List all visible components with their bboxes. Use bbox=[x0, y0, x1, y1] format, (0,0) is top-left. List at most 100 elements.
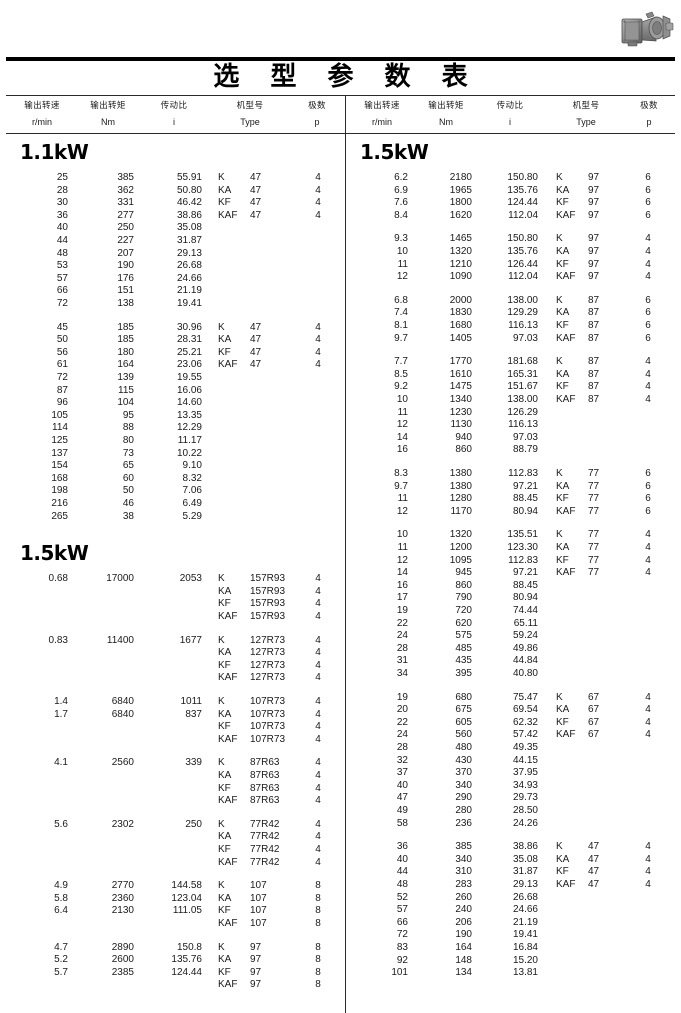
table-row: 19 720 74.44 bbox=[346, 605, 675, 618]
table-row: 28 362 50.80 KA 47 4 bbox=[6, 185, 345, 198]
cell-output-torque: 164 bbox=[455, 942, 472, 953]
table-row: KA 77R42 4 bbox=[6, 831, 345, 844]
cell-output-torque: 88 bbox=[122, 422, 134, 434]
cell-poles: 8 bbox=[315, 979, 321, 991]
cell-poles: 4 bbox=[645, 258, 651, 270]
cell-output-torque: 236 bbox=[455, 817, 472, 829]
cell-poles: 4 bbox=[315, 672, 321, 684]
cell-poles: 6 bbox=[645, 332, 651, 344]
cell-ratio: 116.13 bbox=[508, 419, 538, 431]
cell-type-number: 77 bbox=[588, 480, 600, 492]
table-row: 9.7 1380 97.21 KA 77 6 bbox=[346, 481, 675, 494]
cell-output-torque: 185 bbox=[117, 334, 134, 346]
cell-poles: 6 bbox=[645, 307, 651, 319]
table-row: 0.83 11400 1677 K 127R73 4 bbox=[6, 635, 345, 648]
cell-ratio: 75.47 bbox=[512, 691, 538, 703]
cell-output-speed: 8.4 bbox=[394, 209, 408, 221]
cell-output-speed: 9.7 bbox=[394, 332, 408, 344]
table-row: 22 605 62.32 KF 67 4 bbox=[346, 717, 675, 730]
cell-output-torque: 1800 bbox=[449, 197, 472, 209]
header-type: 机型号 Type bbox=[572, 101, 600, 127]
cell-output-speed: 11 bbox=[397, 406, 408, 418]
cell-poles: 6 bbox=[645, 172, 651, 183]
cell-ratio: 30.96 bbox=[176, 321, 202, 333]
cell-ratio: 19.55 bbox=[176, 372, 202, 383]
cell-output-torque: 73 bbox=[122, 447, 134, 459]
cell-output-speed: 24 bbox=[396, 630, 408, 642]
cell-output-speed: 28 bbox=[396, 642, 408, 654]
cell-poles: 4 bbox=[315, 209, 321, 221]
cell-output-speed: 44 bbox=[56, 235, 68, 246]
table-row: 5.7 2385 124.44 KF 97 8 bbox=[6, 967, 345, 980]
cell-ratio: 24.26 bbox=[512, 817, 538, 829]
cell-output-speed: 4.9 bbox=[54, 880, 68, 892]
cell-ratio: 165.31 bbox=[507, 368, 538, 380]
cell-type-prefix: K bbox=[556, 841, 563, 853]
cell-output-torque: 60 bbox=[122, 472, 134, 484]
header-ratio: 传动比 i bbox=[160, 101, 188, 127]
cell-output-torque: 50 bbox=[122, 485, 134, 497]
cell-type-number: 97 bbox=[588, 258, 600, 270]
table-row: 34 395 40.80 bbox=[346, 668, 675, 681]
cell-output-torque: 370 bbox=[455, 767, 472, 779]
cell-ratio: 151.67 bbox=[507, 381, 538, 393]
table-row: 48 283 29.13 KAF 47 4 bbox=[346, 879, 675, 892]
cell-poles: 4 bbox=[315, 818, 321, 830]
cell-output-speed: 96 bbox=[56, 397, 68, 409]
cell-poles: 6 bbox=[645, 480, 651, 492]
cell-type-number: 67 bbox=[588, 716, 600, 728]
cell-ratio: 15.20 bbox=[512, 954, 538, 966]
cell-output-speed: 8.5 bbox=[394, 368, 408, 380]
cell-output-torque: 310 bbox=[455, 866, 472, 878]
page-title: 选 型 参 数 表 bbox=[213, 62, 479, 92]
cell-type-prefix: K bbox=[218, 321, 225, 333]
cell-type-number: 87R63 bbox=[250, 757, 280, 769]
cell-ratio: 112.04 bbox=[508, 209, 538, 221]
header-output-speed: 输出转速 r/min bbox=[24, 101, 60, 127]
cell-ratio: 49.86 bbox=[512, 642, 538, 654]
table-row: 49 280 28.50 bbox=[346, 805, 675, 818]
cell-output-torque: 1200 bbox=[449, 542, 472, 553]
cell-output-torque: 17000 bbox=[106, 573, 134, 585]
cell-output-torque: 46 bbox=[122, 498, 134, 509]
cell-type-prefix: KF bbox=[218, 659, 231, 671]
table-row: KA 127R73 4 bbox=[6, 647, 345, 660]
cell-ratio: 112.83 bbox=[508, 554, 538, 566]
cell-type-number: 47 bbox=[250, 346, 262, 358]
table-row: 4.9 2770 144.58 K 107 8 bbox=[6, 880, 345, 893]
power-rating-label: 1.1kW bbox=[20, 140, 89, 164]
cell-ratio: 31.87 bbox=[512, 866, 538, 878]
cell-output-speed: 57 bbox=[56, 272, 68, 284]
cell-type-number: 97 bbox=[588, 209, 600, 221]
table-row: 36 277 38.86 KAF 47 4 bbox=[6, 210, 345, 223]
cell-output-torque: 2770 bbox=[111, 880, 134, 892]
table-row: 4.7 2890 150.8 K 97 8 bbox=[6, 942, 345, 955]
cell-poles: 8 bbox=[315, 954, 321, 966]
cell-ratio: 38.86 bbox=[176, 209, 202, 221]
cell-poles: 8 bbox=[315, 918, 321, 929]
cell-poles: 6 bbox=[645, 294, 651, 306]
cell-ratio: 181.68 bbox=[507, 356, 538, 368]
cell-type-number: 87R63 bbox=[250, 782, 280, 794]
table-row: 7.7 1770 181.68 K 87 4 bbox=[346, 356, 675, 369]
cell-ratio: 44.84 bbox=[512, 655, 538, 667]
cell-type-number: 87 bbox=[588, 320, 600, 331]
cell-type-number: 77 bbox=[588, 505, 600, 517]
cell-output-speed: 1.4 bbox=[54, 696, 68, 707]
cell-output-speed: 20 bbox=[396, 704, 408, 716]
cell-output-speed: 19 bbox=[396, 605, 408, 616]
cell-output-speed: 28 bbox=[56, 184, 68, 196]
cell-type-prefix: KA bbox=[218, 954, 232, 966]
cell-output-torque: 1830 bbox=[449, 307, 472, 319]
table-row: 56 180 25.21 KF 47 4 bbox=[6, 347, 345, 360]
cell-output-torque: 1475 bbox=[449, 381, 472, 393]
cell-output-speed: 0.83 bbox=[48, 634, 68, 646]
cell-output-torque: 206 bbox=[455, 916, 472, 928]
cell-ratio: 88.79 bbox=[512, 444, 538, 456]
table-row: 11 1230 126.29 bbox=[346, 407, 675, 420]
cell-output-torque: 2560 bbox=[111, 757, 134, 769]
cell-output-speed: 72 bbox=[396, 929, 408, 941]
cell-type-number: 87R63 bbox=[250, 795, 280, 807]
cell-poles: 4 bbox=[645, 841, 651, 853]
cell-output-torque: 331 bbox=[117, 197, 134, 209]
